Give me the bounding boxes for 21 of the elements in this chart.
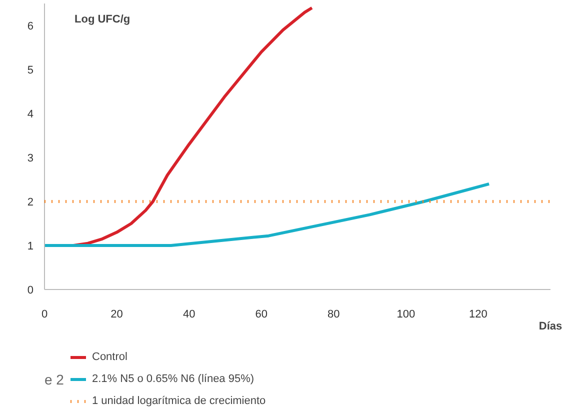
x-axis-title: Días xyxy=(538,320,562,332)
y-tick-label: 4 xyxy=(27,108,34,120)
text: e 2 xyxy=(44,372,64,388)
legend-label: 2.1% N5 o 0.65% N6 (línea 95%) xyxy=(92,373,254,385)
legend-label: 1 unidad logarítmica de crecimiento xyxy=(92,395,266,407)
x-tick-label: 60 xyxy=(255,308,268,320)
y-tick-label: 3 xyxy=(27,152,34,164)
y-tick-label: 1 xyxy=(27,240,34,252)
y-tick-label: 0 xyxy=(27,284,34,296)
x-tick-label: 120 xyxy=(469,308,488,320)
x-tick-label: 0 xyxy=(41,308,48,320)
y-tick-label: 5 xyxy=(27,64,34,76)
y-axis-title: Log UFC/g xyxy=(74,14,130,26)
legend-label: Control xyxy=(92,351,128,363)
x-tick-label: 40 xyxy=(182,308,196,320)
y-tick-label: 2 xyxy=(27,196,34,208)
line-series xyxy=(44,182,491,247)
x-tick-label: 20 xyxy=(110,308,123,320)
y-tick-label: 6 xyxy=(27,20,34,32)
x-tick-label: 100 xyxy=(396,308,416,320)
x-tick-label: 80 xyxy=(328,308,340,320)
